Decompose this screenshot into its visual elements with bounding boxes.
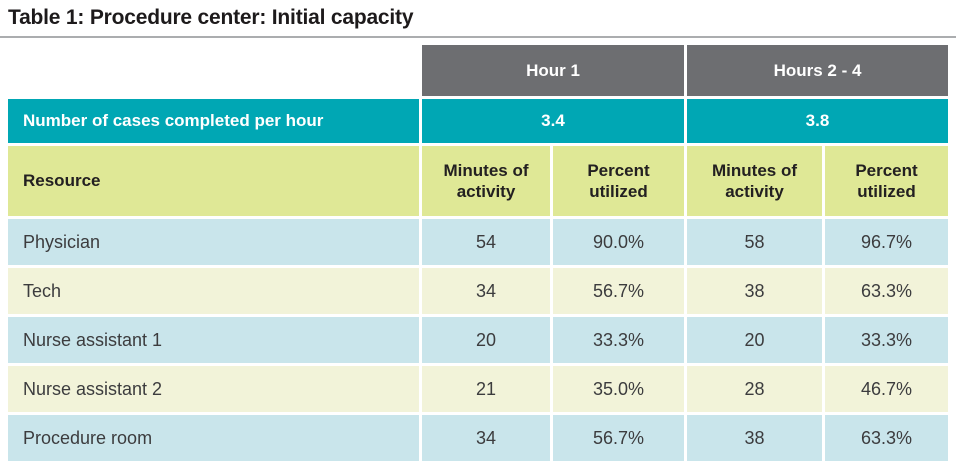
table-title: Table 1: Procedure center: Initial capac… bbox=[8, 6, 414, 29]
percent-cell: 33.3% bbox=[825, 317, 948, 363]
percent-cell: 96.7% bbox=[825, 219, 948, 265]
minutes-cell: 34 bbox=[422, 415, 550, 461]
percent-cell: 63.3% bbox=[825, 415, 948, 461]
minutes-cell: 38 bbox=[687, 415, 822, 461]
column-header-resource: Resource bbox=[8, 146, 419, 216]
cases-per-hour-hour1: 3.4 bbox=[422, 99, 684, 143]
percent-cell: 56.7% bbox=[553, 415, 684, 461]
resource-name: Nurse assistant 2 bbox=[8, 366, 419, 412]
column-header-percent-1: Percent utilized bbox=[553, 146, 684, 216]
percent-cell: 33.3% bbox=[553, 317, 684, 363]
minutes-cell: 28 bbox=[687, 366, 822, 412]
resource-name: Tech bbox=[8, 268, 419, 314]
header-spacer bbox=[8, 45, 419, 96]
header-hours2-4: Hours 2 - 4 bbox=[687, 45, 948, 96]
header-hour1: Hour 1 bbox=[422, 45, 684, 96]
column-header-minutes-2: Minutes of activity bbox=[687, 146, 822, 216]
minutes-cell: 21 bbox=[422, 366, 550, 412]
minutes-cell: 20 bbox=[687, 317, 822, 363]
percent-cell: 56.7% bbox=[553, 268, 684, 314]
percent-cell: 63.3% bbox=[825, 268, 948, 314]
minutes-cell: 20 bbox=[422, 317, 550, 363]
percent-cell: 35.0% bbox=[553, 366, 684, 412]
resource-name: Physician bbox=[8, 219, 419, 265]
minutes-cell: 38 bbox=[687, 268, 822, 314]
resource-name: Nurse assistant 1 bbox=[8, 317, 419, 363]
percent-cell: 90.0% bbox=[553, 219, 684, 265]
minutes-cell: 54 bbox=[422, 219, 550, 265]
cases-per-hour-label: Number of cases completed per hour bbox=[8, 99, 419, 143]
cases-per-hour-hours2-4: 3.8 bbox=[687, 99, 948, 143]
minutes-cell: 34 bbox=[422, 268, 550, 314]
percent-cell: 46.7% bbox=[825, 366, 948, 412]
resource-name: Procedure room bbox=[8, 415, 419, 461]
column-header-percent-2: Percent utilized bbox=[825, 146, 948, 216]
minutes-cell: 58 bbox=[687, 219, 822, 265]
column-header-minutes-1: Minutes of activity bbox=[422, 146, 550, 216]
title-divider bbox=[0, 36, 956, 38]
capacity-table: Hour 1 Hours 2 - 4 Number of cases compl… bbox=[8, 45, 948, 461]
